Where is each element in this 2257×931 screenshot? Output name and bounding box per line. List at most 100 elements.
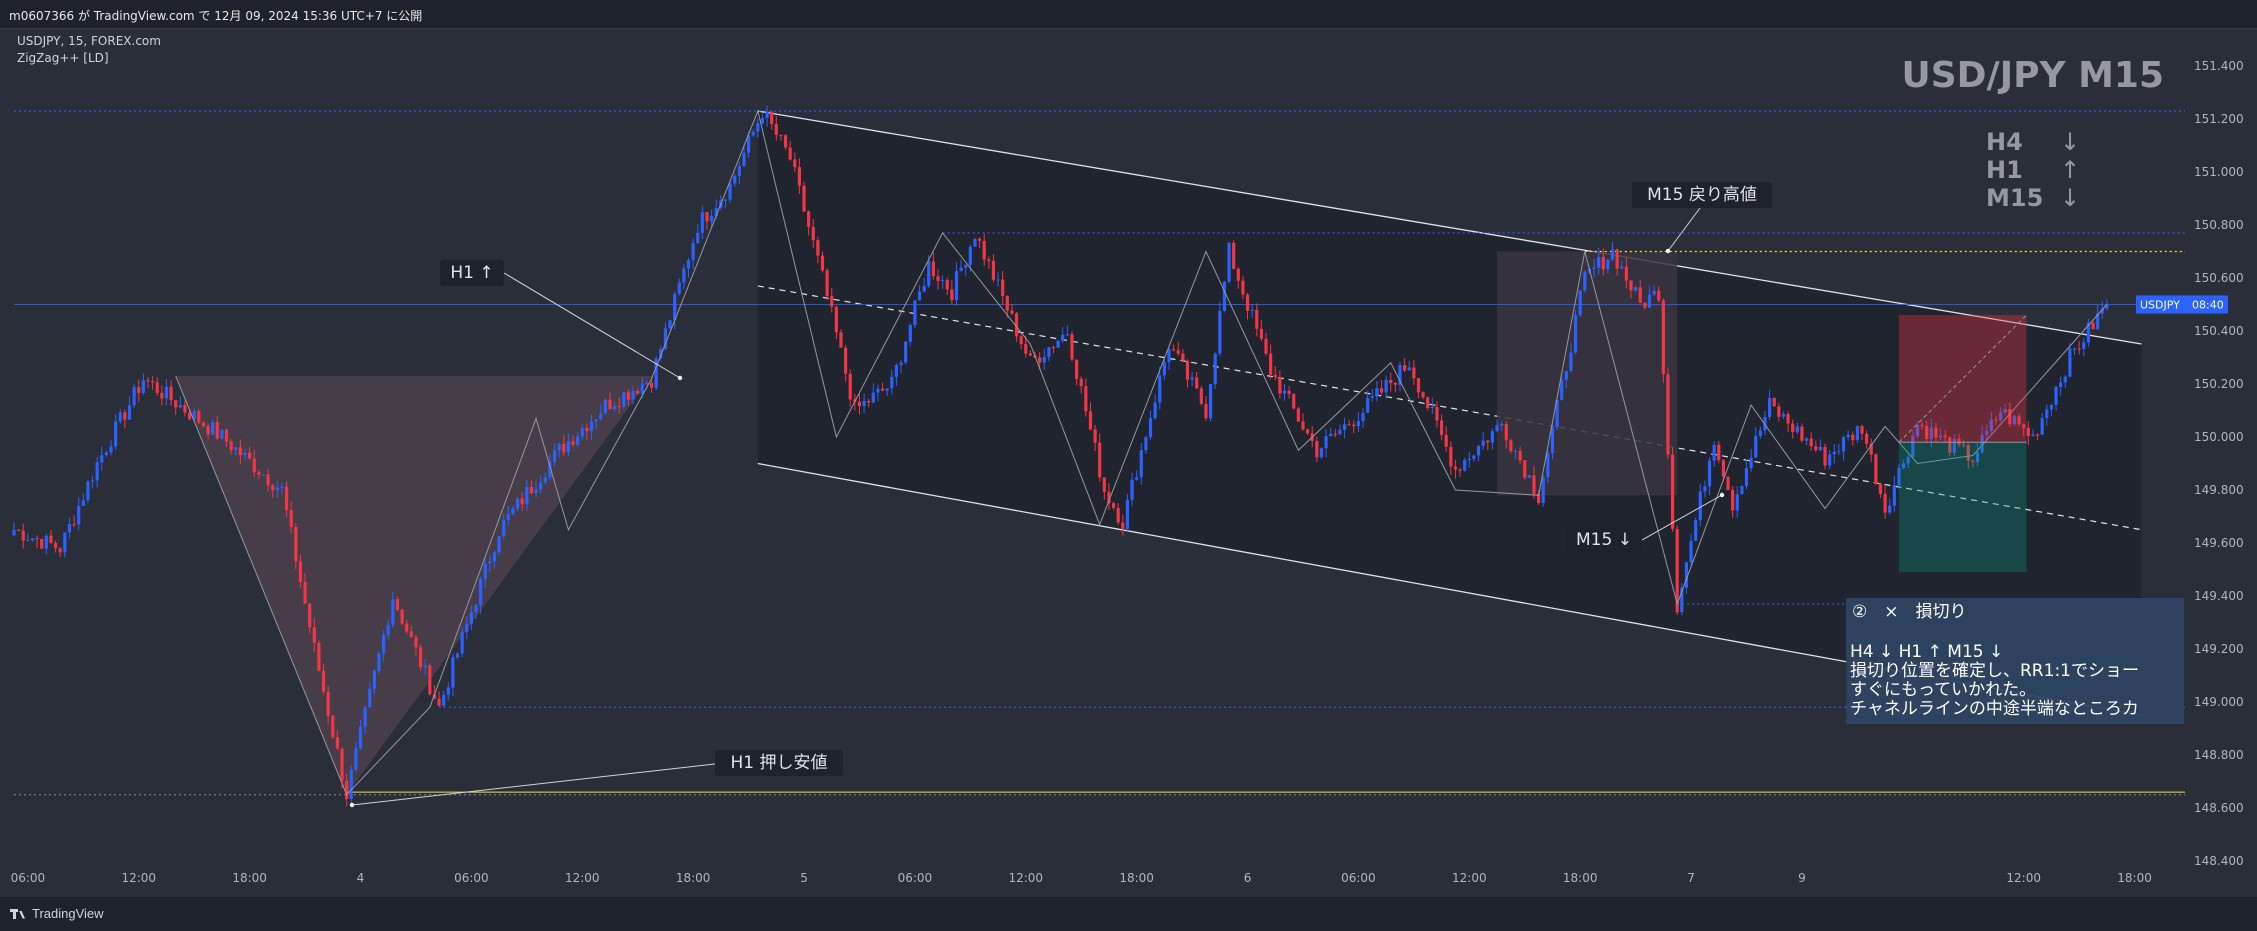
candle-body [1028, 353, 1032, 356]
candle [1897, 463, 1901, 489]
candle-body [1024, 344, 1028, 354]
candle-body [1273, 374, 1277, 378]
channel-mid-line[interactable] [757, 285, 2142, 531]
candle-body [308, 603, 312, 628]
candle-body [1259, 328, 1263, 339]
candle-body [543, 477, 547, 483]
candle [1597, 247, 1601, 275]
candle [67, 517, 72, 539]
candle-body [1019, 336, 1023, 345]
candle-body [312, 627, 316, 643]
candle [1148, 410, 1153, 440]
note-box[interactable]: ② × 損切り H4 ↓ H1 ↑ M15 ↓損切り位置を確定し、RR1:1でショ… [1846, 598, 2184, 724]
time-tick-label: 18:00 [1563, 871, 1598, 885]
tradingview-logo[interactable]: TradingView [10, 906, 104, 921]
candle [576, 432, 580, 447]
candle [335, 729, 339, 750]
candle [1786, 411, 1790, 432]
candle-body [479, 578, 483, 605]
price-axis[interactable]: 151.400 151.200 151.000 150.800 150.600 150.4… [2194, 59, 2244, 868]
candle [1329, 427, 1333, 437]
m15-down-label[interactable]: M15 ↓ [1566, 494, 1723, 553]
time-tick-label: 06:00 [1341, 871, 1376, 885]
candle [155, 377, 159, 396]
candle-body [280, 486, 284, 488]
h1-low-label[interactable]: H1 押し安値 [351, 750, 843, 806]
candle [737, 161, 741, 185]
candle-body [1828, 454, 1832, 466]
candle [700, 205, 704, 240]
candle-body [266, 474, 270, 486]
candle-body [1634, 287, 1638, 291]
candle-body [95, 462, 99, 481]
candle [1319, 447, 1324, 459]
candle-body [1601, 257, 1605, 270]
candle-body [1282, 390, 1287, 394]
candle [1315, 436, 1319, 463]
candle-body [1038, 357, 1042, 363]
candle [1615, 248, 1619, 276]
candle [566, 433, 570, 457]
price-tick-label: 151.400 [2194, 59, 2244, 73]
stop-zone[interactable] [1898, 315, 2027, 443]
candle-body [603, 399, 607, 414]
candle-body [520, 498, 524, 505]
candle-body [1241, 280, 1245, 295]
price-tick-label: 150.600 [2194, 271, 2244, 285]
candle-body [1144, 437, 1148, 451]
candle-body [1481, 440, 1485, 446]
candle-body [1347, 424, 1351, 426]
candle [862, 393, 866, 414]
candle-body [1735, 494, 1739, 511]
candle [1643, 302, 1647, 310]
zigzag-shading [175, 251, 1678, 795]
candle-body [1435, 406, 1439, 421]
target-zone[interactable] [1898, 442, 2027, 573]
candle-body [1255, 309, 1259, 329]
time-tick-label: 6 [1244, 871, 1252, 885]
candle [1841, 435, 1846, 461]
candle-body [617, 406, 621, 408]
candle [1255, 303, 1259, 337]
candle [1079, 376, 1083, 394]
candle-body [506, 513, 510, 520]
candle [1592, 259, 1596, 278]
candle [1509, 438, 1513, 454]
candle [1915, 421, 1920, 439]
time-axis[interactable]: 06:00 12:00 18:00 4 06:00 12:00 18:00 5 06:00 12:… [11, 871, 2152, 885]
candle-body [1652, 290, 1656, 295]
time-tick-label: 18:00 [232, 871, 267, 885]
candle-body [1814, 446, 1818, 451]
candle-body [1319, 448, 1324, 458]
candle-body [1084, 386, 1088, 412]
candle-body [331, 715, 335, 738]
price-chart[interactable]: H1 ↑ M15 戻り高値 M15 ↓ H1 押し安値 USD/JPY M15 H4 ↓ H1… [0, 0, 2257, 897]
candle-body [631, 391, 635, 400]
candle [1301, 413, 1305, 431]
candle-body [807, 211, 811, 227]
candle-body [562, 443, 566, 453]
candle [127, 396, 132, 420]
candle-body [428, 665, 432, 695]
candle [626, 389, 631, 406]
short-position[interactable] [1898, 314, 2027, 573]
candle [1814, 440, 1818, 453]
candle-body [913, 300, 917, 325]
candle-body [229, 441, 233, 451]
candle-body [492, 552, 497, 562]
h1-up-label[interactable]: H1 ↑ [440, 260, 681, 379]
candle-body [1707, 460, 1712, 487]
zigzag-line[interactable] [175, 109, 2108, 796]
candle [982, 233, 986, 267]
candle [1754, 427, 1758, 458]
anchor-dot [677, 375, 683, 381]
candle-body [414, 637, 418, 648]
candle [1176, 341, 1180, 356]
candle-body [81, 500, 85, 506]
candle-body [2017, 416, 2021, 425]
candle [1347, 419, 1351, 426]
m15-high-label[interactable]: M15 戻り高値 [1632, 182, 1772, 252]
channel-upper-line[interactable] [757, 110, 2142, 345]
candle-body [1458, 469, 1462, 471]
candle [1823, 443, 1827, 470]
